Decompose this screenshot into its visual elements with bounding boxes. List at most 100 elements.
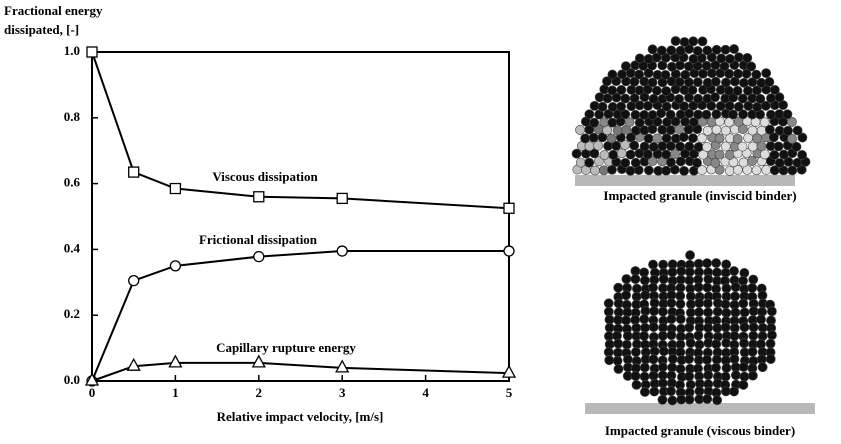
series-label: Capillary rupture energy [216,340,356,355]
particle [680,69,691,80]
particle [643,53,654,64]
particle [666,298,677,308]
particle [701,109,712,120]
particle [630,274,641,284]
particle [787,133,797,144]
particle [631,379,642,390]
particle [766,93,776,104]
particle [729,44,739,54]
particle [656,108,666,119]
particle [667,395,678,406]
particle [774,125,785,136]
particle [728,109,738,120]
particle [686,299,696,310]
particle [738,157,749,168]
particle [657,394,668,405]
y-tick-label: 0.6 [64,175,81,190]
particle [602,93,613,104]
particle [643,165,654,176]
marker [84,372,100,386]
particle [613,364,624,374]
particle [658,306,668,317]
particle [710,158,721,168]
particle [710,92,720,103]
particle [702,258,712,269]
particle [675,274,686,285]
particle [685,307,696,318]
particle [773,141,784,152]
marker [503,202,515,214]
particle [661,86,672,96]
y-tick-label: 0.4 [64,240,81,255]
particle [733,101,744,112]
particle [720,44,731,55]
particle [767,330,777,341]
x-tick-label: 0 [89,385,96,400]
particle [711,362,721,373]
particle [714,133,725,144]
particle [647,156,658,167]
particle [756,314,766,325]
particle [667,354,678,364]
particle [720,267,731,278]
particle [589,117,600,128]
particle [765,338,776,349]
particle [761,165,772,175]
particle [666,386,676,397]
particle [639,314,650,324]
series-label: Frictional dissipation [199,232,318,247]
particle [657,378,668,389]
particle [658,259,669,270]
marker [501,364,517,378]
particle [607,117,618,128]
marker [128,166,140,178]
particle [613,298,624,309]
particle [639,362,650,373]
particle [721,259,732,270]
particle [634,53,645,64]
particle [706,52,717,63]
granule-images [571,36,815,414]
particle [769,150,780,160]
marker [168,354,183,368]
particle [702,142,712,152]
particle [621,339,632,350]
particle [729,266,739,276]
particle [620,61,631,72]
particle [643,133,654,144]
particle [766,306,777,317]
particle [658,283,668,293]
particle [676,266,687,277]
particle [634,85,645,96]
particle [748,322,759,333]
y-tick-label: 0.8 [64,109,81,124]
particle [652,133,663,144]
particle [621,315,631,326]
particle [703,322,714,333]
particle [720,322,731,333]
particle [608,149,619,160]
particle [604,322,615,333]
particle [732,133,743,144]
particle [748,274,759,285]
particle [575,125,585,135]
particle [685,250,695,261]
particle [725,53,735,64]
particle [590,165,600,176]
particle [666,45,677,56]
particle [697,133,707,144]
particle [693,282,704,293]
particle [670,116,681,127]
particle [721,283,732,294]
particle [721,363,732,373]
particle [679,165,689,176]
particle [720,386,731,397]
particle [730,307,741,318]
particle [747,141,758,152]
marker [169,260,182,272]
particle [703,274,714,285]
particle [756,125,767,136]
marker [128,275,140,287]
particle [661,101,672,112]
particle [613,282,624,293]
